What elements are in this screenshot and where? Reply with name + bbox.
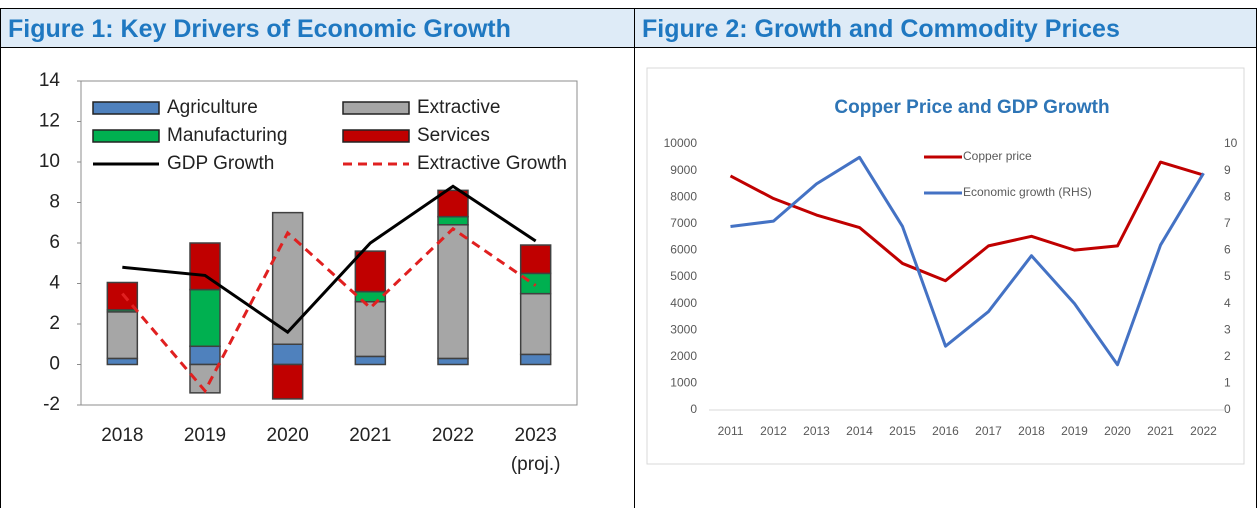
y-tick-label: 0 [690,402,697,416]
y-tick-label: 1000 [670,376,697,390]
x-tick-label: 2013 [803,424,830,438]
legend-label: Extractive [417,97,500,118]
y-tick-label: 2000 [670,349,697,363]
x-tick-label: 2023 (proj.) [510,425,561,475]
bar-segment [354,250,387,293]
bar-segment [519,244,552,275]
x-tick-label: 2018 [101,425,144,446]
y2-tick-label: 0 [1224,402,1231,416]
y-tick-label: 14 [39,70,61,91]
bar-segment [106,311,139,360]
y-tick-label: 6000 [670,243,697,257]
y-tick-label: 9000 [670,163,697,177]
y-tick-label: 8 [49,192,60,213]
x-tick-label: 2019 [183,425,227,446]
legend-swatch [342,129,410,143]
legend-swatch [92,129,160,143]
chart-title: Copper Price and GDP Growth [834,97,1109,118]
border [634,8,635,508]
y-tick-label: 2 [49,313,60,334]
legend-swatch [342,101,410,115]
y2-tick-label: 7 [1224,216,1231,230]
x-tick-label: 2014 [846,424,873,438]
bar-segment [189,288,221,348]
y-tick-label: 4 [49,273,60,294]
x-tick-label: 2015 [889,424,916,438]
y2-tick-label: 8 [1224,189,1231,203]
legend-label: Agriculture [167,97,258,118]
x-tick-label: 2021 [1147,424,1174,438]
figure-heading: Figure 2: Growth and Commodity Prices [634,8,1257,48]
bar-segment [437,224,469,360]
y-tick-label: 8000 [670,189,697,203]
bar-segment [519,272,552,295]
bar-segment [271,343,304,366]
bar-segment [437,215,469,226]
y2-tick-label: 5 [1224,269,1231,283]
bar-segment [189,242,221,291]
bar-segment [519,292,552,356]
x-tick-label: 2011 [718,424,744,438]
y-tick-label: 7000 [670,216,697,230]
y-tick-label: 0 [49,354,60,375]
x-tick-label: 2012 [760,424,787,438]
x-tick-label: 2019 [1061,424,1088,438]
x-tick-label: 2020 [266,425,309,446]
legend-label: Extractive Growth [417,153,567,174]
bar-segment [106,357,139,366]
bar-segment [354,300,387,358]
line [121,226,537,394]
y2-tick-label: 4 [1224,296,1231,310]
line [729,160,1204,283]
bar-segment [189,345,221,366]
chart-frame [646,67,1245,465]
x-tick-label: 2020 [1104,424,1131,438]
y2-tick-label: 3 [1224,322,1231,336]
y2-tick-label: 9 [1224,163,1231,177]
x-tick-label: 2022 [1190,424,1217,438]
figure-heading: Figure 1: Key Drivers of Economic Growth [0,8,634,48]
bar-segment [437,357,469,366]
line [122,184,537,335]
bar-segment [519,353,552,366]
legend-label: Copper price [963,149,1032,163]
line [730,155,1205,367]
y-tick-label: 3000 [670,322,697,336]
y-tick-label: 10000 [664,136,698,150]
x-tick-label: 2017 [975,424,1002,438]
y2-tick-label: 1 [1224,376,1231,390]
legend-label: Economic growth (RHS) [963,185,1092,199]
y-tick-label: 5000 [670,269,697,283]
x-tick-label: 2021 [349,425,392,446]
y-tick-label: 4000 [670,296,697,310]
y-tick-label: 12 [39,111,60,132]
y-tick-label: 6 [49,232,60,253]
legend-label: Services [417,125,490,146]
legend-swatch [92,101,160,115]
border [0,8,1,508]
y2-tick-label: 6 [1224,243,1231,257]
legend-label: Manufacturing [167,125,287,146]
legend-label: GDP Growth [167,153,274,174]
y2-tick-label: 2 [1224,349,1231,363]
y2-tick-label: 10 [1224,136,1238,150]
y-tick-label: 10 [39,151,60,172]
bar-segment [354,355,387,366]
x-tick-label: 2022 [431,425,475,446]
bar-segment [354,290,387,303]
x-tick-label: 2018 [1018,424,1045,438]
bar-segment [271,363,304,400]
x-tick-label: 2016 [932,424,959,438]
y-tick-label: -2 [43,394,60,415]
